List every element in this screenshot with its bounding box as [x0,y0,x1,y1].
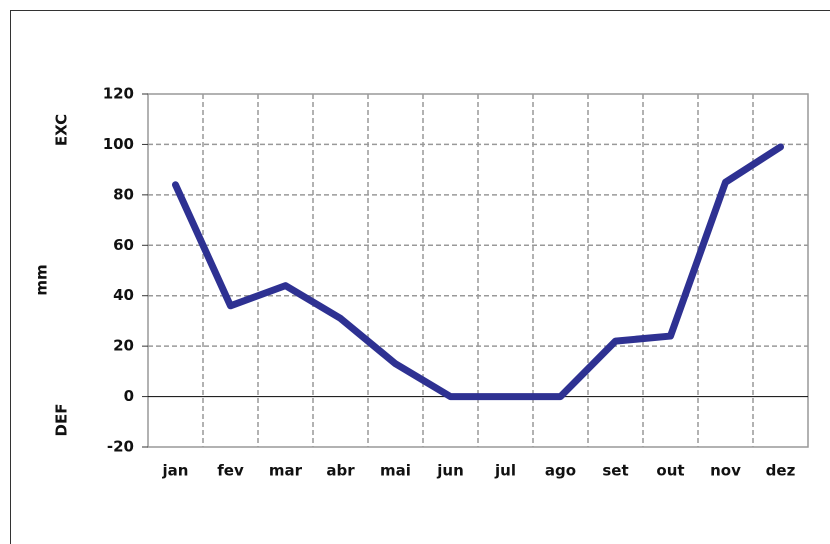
x-tick-label: mai [380,462,411,480]
y-tick-label: 80 [113,185,134,203]
x-tick-label: jun [436,462,464,480]
y-tick-label: 20 [113,337,134,355]
y-tick-label: 0 [124,387,134,405]
frame [10,10,830,544]
y-tick-label: 120 [103,85,134,103]
x-tick-label: out [656,462,684,480]
y-tick-label: -20 [107,438,134,456]
x-tick-label: abr [326,462,355,480]
x-tick-label: jul [494,462,516,480]
data-line [172,143,784,401]
y-tick-label: 100 [103,135,134,153]
x-tick-label: jan [162,462,189,480]
y-tick-label: 40 [113,286,134,304]
x-tick-label: set [602,462,628,480]
exc-label: EXC [53,114,71,146]
y-axis-label: mm [33,264,51,295]
x-tick-label: ago [545,462,576,480]
x-tick-label: dez [766,462,796,480]
x-tick-label: mar [269,462,303,480]
y-tick-label: 60 [113,236,134,254]
def-label: DEF [53,404,71,437]
x-tick-label: nov [710,462,741,480]
x-tick-label: fev [217,462,244,480]
